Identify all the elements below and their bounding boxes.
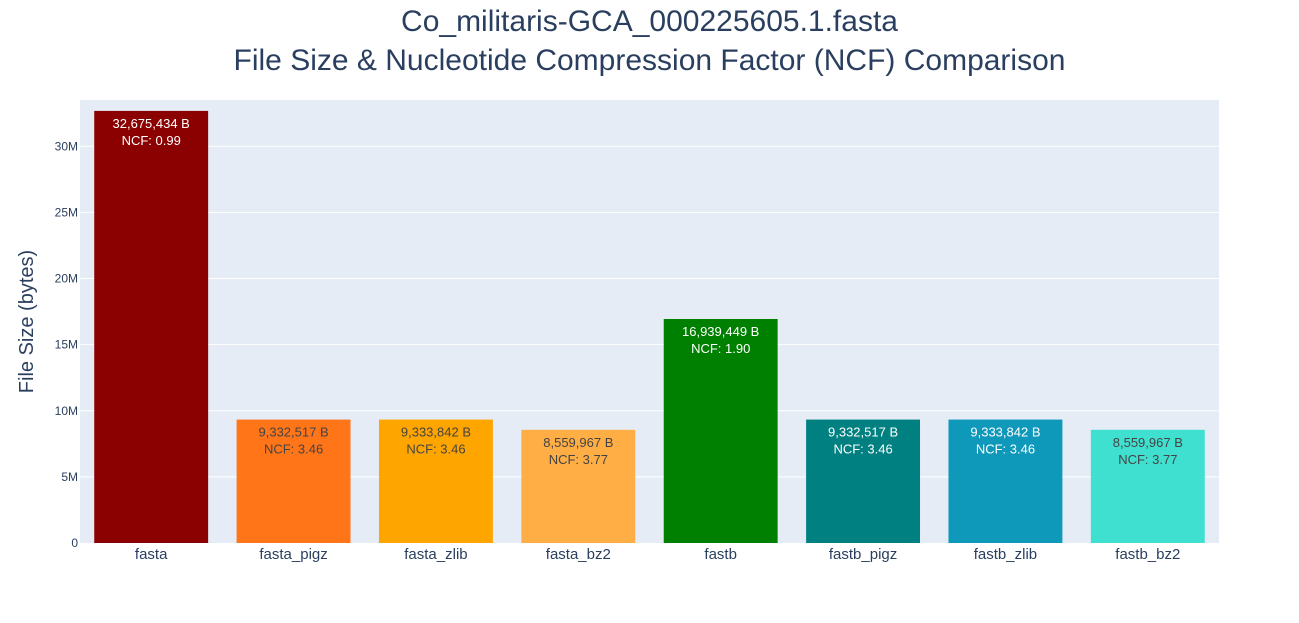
- bar-rect: [806, 419, 921, 543]
- bar-ncf-label: NCF: 1.90: [691, 341, 750, 356]
- bar-rect: [521, 429, 636, 543]
- bar-rect: [94, 110, 209, 543]
- y-axis-ticks: 0 5M 10M 15M 20M 25M 30M: [55, 139, 79, 550]
- x-tick-label: fastb: [704, 546, 737, 563]
- bar-ncf-label: NCF: 3.46: [406, 442, 465, 457]
- bar-fasta_bz2: 8,559,967 B NCF: 3.77: [521, 429, 636, 543]
- x-tick-label: fasta_bz2: [546, 546, 611, 563]
- bar-ncf-label: NCF: 3.46: [976, 442, 1035, 457]
- y-tick-label: 15M: [55, 338, 78, 352]
- chart-subtitle: File Size & Nucleotide Compression Facto…: [234, 44, 1066, 77]
- chart-title: Co_militaris-GCA_000225605.1.fasta: [401, 5, 898, 38]
- bar-fastb_bz2: 8,559,967 B NCF: 3.77: [1090, 429, 1205, 543]
- bar-rect: [378, 419, 493, 543]
- bar-ncf-label: NCF: 3.77: [1118, 452, 1177, 467]
- y-tick-label: 25M: [55, 205, 78, 219]
- y-tick-label: 30M: [55, 139, 78, 153]
- x-tick-label: fastb_bz2: [1115, 546, 1180, 563]
- y-tick-label: 5M: [61, 470, 78, 484]
- bar-rect: [948, 419, 1063, 543]
- y-tick-label: 20M: [55, 272, 78, 286]
- x-tick-label: fasta_zlib: [404, 546, 467, 563]
- bar-rect: [236, 419, 351, 543]
- bar-fastb: 16,939,449 B NCF: 1.90: [663, 318, 778, 543]
- bar-ncf-label: NCF: 3.46: [264, 442, 323, 457]
- bar-fasta_zlib: 9,333,842 B NCF: 3.46: [378, 419, 493, 543]
- y-tick-label: 0: [71, 536, 78, 550]
- bar-size-label: 8,559,967 B: [1113, 435, 1183, 450]
- bars: 32,675,434 B NCF: 0.99 9,332,517 B NCF: 3.4…: [94, 110, 1205, 543]
- bar-ncf-label: NCF: 3.46: [833, 442, 892, 457]
- bar-size-label: 32,675,434 B: [113, 116, 190, 131]
- x-tick-label: fastb_pigz: [829, 546, 897, 563]
- bar-rect: [1090, 429, 1205, 543]
- bar-fastb_zlib: 9,333,842 B NCF: 3.46: [948, 419, 1063, 543]
- x-tick-label: fasta_pigz: [259, 546, 327, 563]
- bar-size-label: 8,559,967 B: [543, 435, 613, 450]
- bar-size-label: 16,939,449 B: [682, 324, 759, 339]
- bar-ncf-label: NCF: 3.77: [549, 452, 608, 467]
- y-tick-label: 10M: [55, 404, 78, 418]
- bar-rect: [663, 318, 778, 543]
- bar-size-label: 9,332,517 B: [828, 425, 898, 440]
- x-axis-ticks: fasta fasta_pigz fasta_zlib fasta_bz2 fastb f…: [135, 546, 1180, 563]
- bar-size-label: 9,333,842 B: [401, 425, 471, 440]
- x-tick-label: fasta: [135, 546, 168, 563]
- x-tick-label: fastb_zlib: [974, 546, 1037, 563]
- bar-fastb_pigz: 9,332,517 B NCF: 3.46: [806, 419, 921, 543]
- bar-size-label: 9,332,517 B: [259, 425, 329, 440]
- bar-size-label: 9,333,842 B: [970, 425, 1040, 440]
- bar-fasta_pigz: 9,332,517 B NCF: 3.46: [236, 419, 351, 543]
- bar-ncf-label: NCF: 0.99: [122, 133, 181, 148]
- bar-fasta: 32,675,434 B NCF: 0.99: [94, 110, 209, 543]
- y-axis-label: File Size (bytes): [16, 250, 38, 393]
